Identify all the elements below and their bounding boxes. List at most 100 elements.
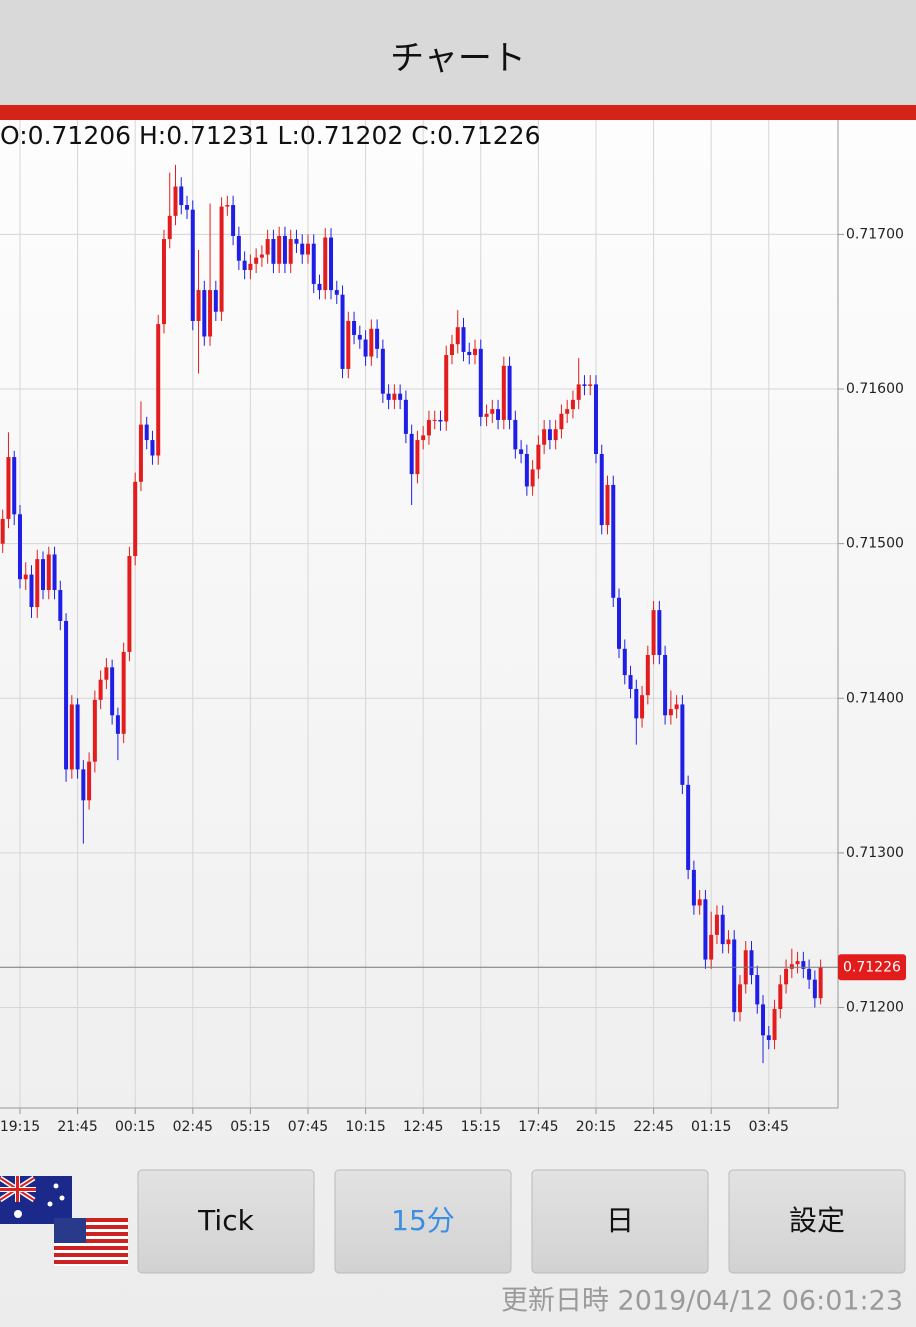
candle-body: [726, 939, 731, 945]
candle-body: [559, 413, 564, 430]
x-tick-label: 07:45: [288, 1119, 328, 1135]
button[interactable]: 設定: [728, 1169, 906, 1274]
candle-body: [300, 243, 305, 255]
candle-body: [553, 429, 558, 441]
candle-body: [202, 290, 207, 337]
candle-body: [41, 559, 46, 591]
candle-body: [225, 205, 230, 207]
candle-body: [231, 205, 236, 236]
candle-body: [52, 554, 57, 591]
y-tick-label: 0.71200: [846, 999, 904, 1015]
x-tick-label: 10:15: [345, 1119, 385, 1135]
candle-body: [582, 384, 587, 386]
last-price-tag: [838, 954, 906, 981]
candle-body: [288, 239, 293, 264]
candle-body: [818, 967, 823, 999]
candle-body: [634, 688, 639, 719]
candle-body: [478, 348, 483, 417]
candle-body: [185, 205, 190, 210]
candle-body: [340, 294, 345, 369]
candle-body: [392, 393, 397, 400]
candle-body: [294, 239, 299, 244]
x-tick-label: 05:15: [230, 1119, 270, 1135]
candle-body: [455, 327, 460, 345]
candle-body: [432, 419, 437, 421]
candle-body: [248, 263, 253, 270]
y-tick-label: 0.71500: [846, 536, 904, 552]
candle-body: [236, 235, 241, 261]
button-label[interactable]: 15分: [391, 1204, 455, 1237]
update-time: 更新日時 2019/04/12 06:01:23: [501, 1286, 903, 1317]
candle-body: [449, 344, 454, 356]
candle-body: [622, 648, 627, 676]
candle-body: [755, 975, 760, 1005]
candle-body: [352, 321, 357, 335]
button-label[interactable]: 日: [606, 1204, 634, 1237]
x-tick-label: 00:15: [115, 1119, 155, 1135]
candle-body: [409, 433, 414, 475]
y-tick-label: 0.71700: [846, 226, 904, 242]
x-tick-label: 20:15: [576, 1119, 616, 1135]
candle-body: [363, 339, 368, 357]
x-tick-label: 19:15: [0, 1119, 40, 1135]
candle-body: [421, 435, 426, 441]
candle-body: [513, 419, 518, 450]
candle-body: [645, 654, 650, 696]
candle-body: [12, 457, 17, 515]
candle-body: [317, 283, 322, 291]
candle-body: [6, 457, 11, 519]
candle-body: [92, 699, 97, 762]
candle-body: [438, 419, 443, 422]
candle-body: [795, 961, 800, 965]
candle-body: [415, 440, 420, 475]
button[interactable]: 15分: [334, 1169, 512, 1274]
candle-body: [599, 453, 604, 526]
candle-body: [674, 704, 679, 710]
candle-body: [714, 914, 719, 935]
button[interactable]: 日: [531, 1169, 709, 1274]
candle-body: [115, 715, 120, 734]
candle-body: [789, 964, 794, 969]
candle-body: [254, 257, 259, 264]
candle-body: [605, 484, 610, 526]
candle-body: [110, 667, 115, 716]
candle-body: [784, 968, 789, 985]
last-price-label: 0.71226: [843, 959, 901, 975]
candle-body: [138, 424, 143, 482]
candle-body: [98, 679, 103, 700]
candle-body: [144, 424, 149, 441]
candle-body: [536, 444, 541, 470]
candle-body: [242, 260, 247, 270]
button-label[interactable]: Tick: [197, 1204, 254, 1237]
candle-body: [772, 1009, 777, 1040]
button[interactable]: Tick: [137, 1169, 315, 1274]
candle-body: [29, 574, 34, 608]
candle-body: [219, 206, 224, 312]
candle-body: [346, 321, 351, 369]
ohlc-text: O:0.71206 H:0.71231 L:0.71202 C:0.71226: [0, 121, 540, 150]
candle-body: [357, 334, 362, 340]
candle-body: [173, 186, 178, 216]
x-tick-label: 15:15: [461, 1119, 501, 1135]
button-label[interactable]: 設定: [789, 1204, 845, 1237]
candle-body: [208, 290, 213, 337]
candle-body: [282, 235, 287, 264]
candle-body: [271, 239, 276, 264]
y-tick-label: 0.71600: [846, 381, 904, 397]
candle-body: [69, 704, 74, 770]
candle-body: [778, 984, 783, 1010]
candle-body: [323, 237, 328, 291]
candle-body: [213, 290, 218, 312]
candle-body: [496, 409, 501, 420]
candle-body: [524, 453, 529, 487]
candle-body: [737, 984, 742, 1013]
x-tick-label: 01:15: [691, 1119, 731, 1135]
candle-body: [444, 355, 449, 422]
candle-body: [651, 610, 656, 655]
candle-body: [35, 559, 40, 608]
candle-body: [87, 761, 92, 801]
candle-body: [179, 186, 184, 206]
candle-body: [329, 237, 334, 291]
